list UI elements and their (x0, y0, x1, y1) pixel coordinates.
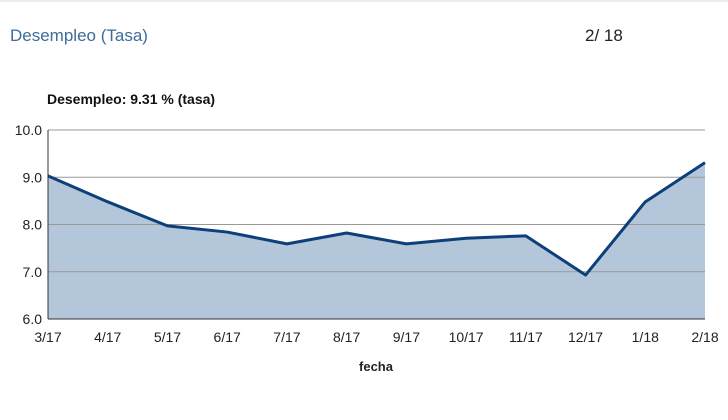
x-tick-label: 11/17 (509, 329, 543, 345)
line (47, 161, 706, 277)
x-tick-label: 9/17 (393, 329, 420, 345)
widget-date: 2/ 18 (585, 26, 623, 45)
x-tick-label: 3/17 (34, 329, 61, 345)
x-tick-label: 8/17 (333, 329, 360, 345)
y-tick-label: 6.0 (23, 311, 43, 327)
y-tick-label: 10.0 (15, 122, 42, 138)
y-tick-label: 9.0 (23, 169, 43, 185)
x-tick-label: 2/18 (691, 329, 718, 345)
x-tick-label: 5/17 (154, 329, 181, 345)
chart-subtitle: Desempleo: 9.31 % (tasa) (47, 91, 215, 107)
x-tick-label: 4/17 (94, 329, 121, 345)
x-tick-label: 7/17 (273, 329, 300, 345)
x-tick-label: 6/17 (214, 329, 241, 345)
y-tick-label: 8.0 (23, 217, 43, 233)
x-tick-label: 12/17 (568, 329, 603, 345)
x-tick-label: 1/18 (632, 329, 659, 345)
area-fill (48, 162, 705, 319)
widget-title: Desempleo (Tasa) (10, 26, 148, 45)
x-tick-label: 10/17 (449, 329, 484, 345)
x-axis-label: fecha (359, 359, 394, 374)
y-tick-label: 7.0 (23, 264, 43, 280)
